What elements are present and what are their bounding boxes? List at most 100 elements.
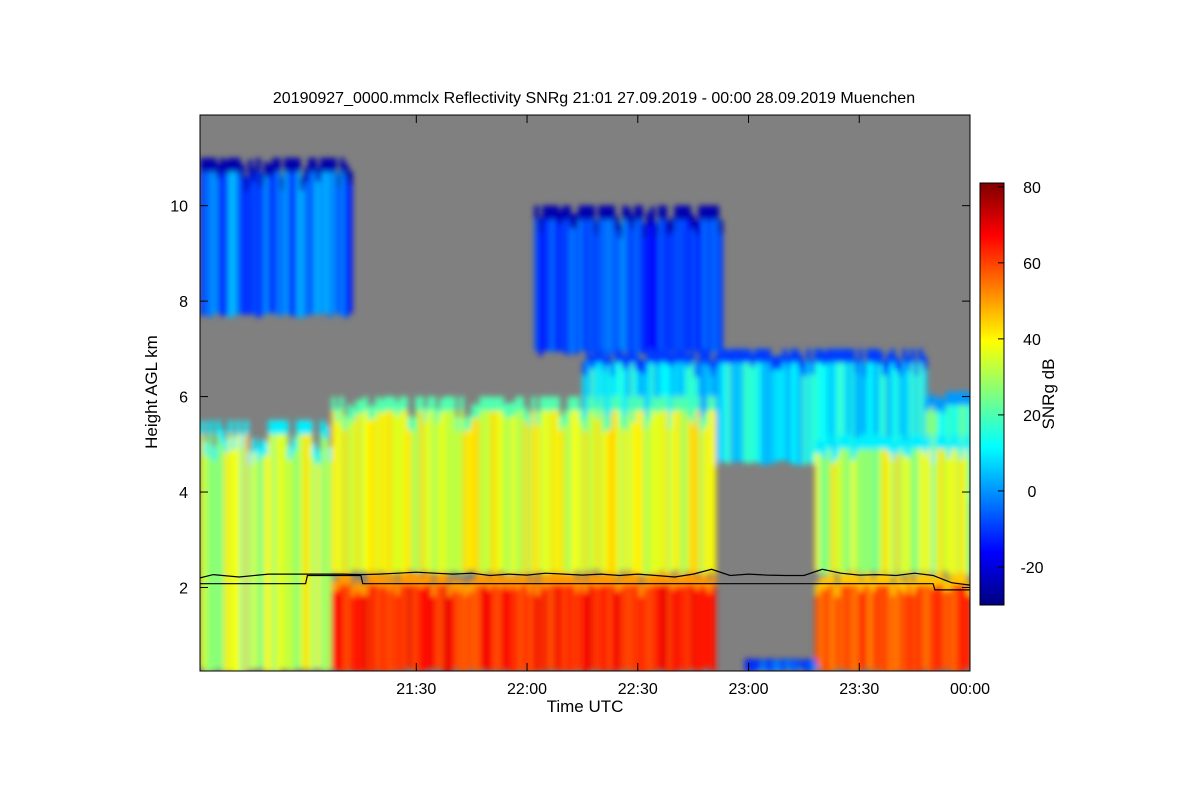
heatmap-cell-edge [208, 158, 213, 172]
heatmap-cell-edge [415, 573, 420, 585]
heatmap-cell-edge [575, 580, 580, 593]
heatmap-cell-edge [419, 396, 424, 411]
heatmap-cell-edge [244, 420, 249, 435]
heatmap-cell-edge [627, 396, 632, 411]
heatmap-cell-edge [515, 396, 520, 411]
heatmap-cell-edge [931, 449, 936, 464]
heatmap-cell [699, 573, 704, 669]
heatmap-cell [586, 205, 591, 351]
heatmap-cell [667, 414, 672, 575]
heatmap-cell [967, 444, 970, 576]
heatmap-cell [491, 573, 496, 671]
heatmap-cell [839, 574, 844, 669]
heatmap-cell [671, 396, 676, 572]
heatmap-cell [467, 581, 472, 670]
heatmap-cell-edge [571, 396, 576, 411]
heatmap-cell [754, 348, 759, 462]
heatmap-cell [367, 573, 372, 671]
heatmap-cell-edge [760, 660, 766, 662]
heatmap-cell [802, 362, 807, 466]
heatmap-cell [831, 573, 836, 671]
heatmap-cell-edge [898, 362, 903, 376]
heatmap-cell-edge [587, 573, 592, 585]
heatmap-cell-edge [487, 396, 492, 411]
heatmap-cell [371, 573, 376, 671]
heatmap-cell [910, 348, 915, 463]
heatmap-cell [575, 580, 580, 669]
y-tick-label: 2 [179, 580, 188, 597]
y-tick-label: 8 [179, 294, 188, 311]
heatmap-cell [224, 438, 229, 671]
heatmap-cell [903, 441, 908, 574]
heatmap-cell [419, 576, 424, 671]
heatmap-cell [455, 416, 460, 573]
heatmap-cell [854, 359, 859, 465]
colorbar-tick-label: 0 [1028, 484, 1037, 501]
heatmap-cell [546, 205, 551, 351]
heatmap-cell-edge [815, 583, 820, 596]
heatmap-cell [339, 573, 344, 671]
heatmap-cell-edge [296, 158, 301, 172]
heatmap-cell [738, 348, 743, 463]
heatmap-cell-edge [491, 397, 496, 412]
heatmap-cell [742, 348, 747, 463]
heatmap-cell-edge [839, 434, 844, 449]
heatmap-cell-edge [555, 573, 560, 585]
heatmap-cell-edge [635, 396, 640, 411]
heatmap-cell-edge [459, 579, 464, 592]
heatmap-cell [343, 415, 348, 574]
heatmap-cell-edge [351, 585, 356, 597]
heatmap-cell [866, 348, 871, 464]
heatmap-cell-edge [379, 575, 384, 588]
heatmap-cell-edge [707, 580, 712, 593]
heatmap-cell [823, 444, 828, 575]
heatmap-cell-edge [887, 437, 892, 452]
heatmap-cell [483, 573, 488, 670]
heatmap-cell [631, 408, 636, 575]
heatmap-cell-edge [630, 214, 635, 229]
heatmap-cell-edge [666, 350, 671, 365]
heatmap-cell [435, 408, 440, 574]
heatmap-cell-edge [355, 400, 360, 415]
heatmap-cell [447, 396, 452, 574]
heatmap-cell [200, 158, 205, 316]
heatmap-cell-edge [907, 573, 912, 585]
heatmap-cell [236, 158, 241, 315]
heatmap-cell [764, 659, 770, 671]
heatmap-cell-edge [343, 415, 348, 430]
heatmap-cell [579, 573, 584, 671]
heatmap-cell [296, 420, 301, 669]
heatmap-cell [851, 446, 856, 574]
heatmap-cell [391, 396, 396, 576]
heatmap-cell-edge [371, 405, 376, 419]
heatmap-cell [447, 585, 452, 671]
heatmap-cell [591, 573, 596, 671]
heatmap-cell-edge [232, 158, 237, 172]
heatmap-cell [891, 446, 896, 576]
heatmap-cell [575, 396, 580, 571]
heatmap-cell [571, 573, 576, 671]
heatmap-cell [859, 580, 864, 671]
heatmap-cell-edge [762, 348, 767, 363]
heatmap-cell [955, 434, 960, 575]
heatmap-cell [379, 575, 384, 671]
heatmap-cell-edge [835, 585, 840, 597]
heatmap-cell [603, 417, 608, 573]
heatmap-cell-edge [359, 399, 364, 414]
heatmap-cell-edge [875, 434, 880, 449]
heatmap-cell [208, 158, 213, 318]
heatmap-cell-edge [914, 361, 919, 376]
heatmap-cell [312, 443, 317, 670]
heatmap-cell-edge [698, 350, 703, 365]
heatmap-cell-edge [343, 573, 348, 585]
heatmap-cell [543, 577, 548, 671]
heatmap-cell-edge [711, 396, 716, 411]
heatmap-cell [690, 214, 695, 354]
heatmap-cell-edge [427, 573, 432, 585]
heatmap-cell-edge [631, 573, 636, 585]
heatmap-cell-edge [786, 355, 791, 369]
x-tick-label: 00:00 [950, 681, 990, 698]
heatmap-cell-edge [683, 573, 688, 585]
heatmap-cell-edge [675, 573, 680, 585]
heatmap-cell-edge [804, 659, 810, 661]
